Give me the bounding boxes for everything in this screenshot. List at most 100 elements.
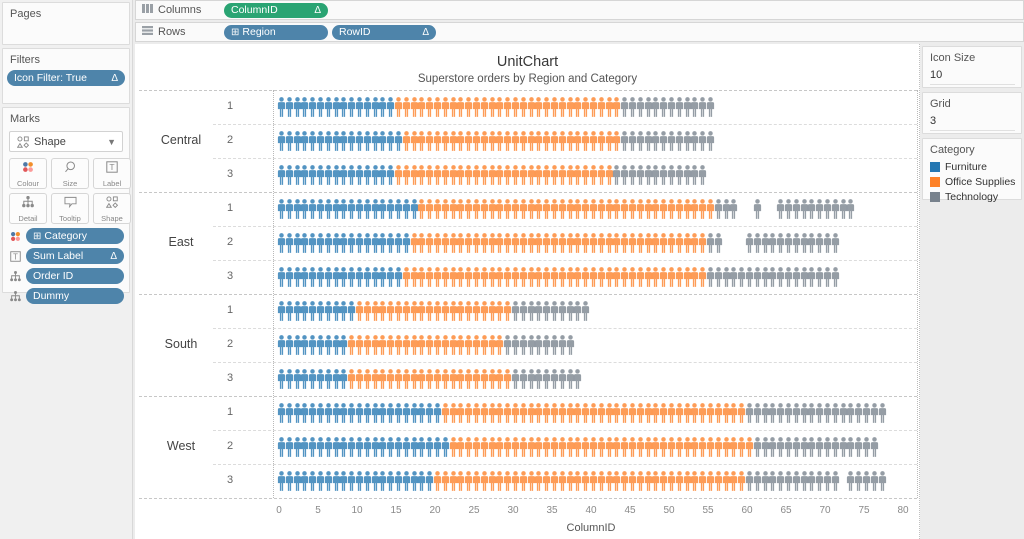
person-icon[interactable]: [511, 301, 520, 321]
person-icon[interactable]: [464, 335, 473, 355]
person-icon[interactable]: [371, 267, 380, 287]
person-icon[interactable]: [651, 97, 660, 117]
person-icon[interactable]: [706, 267, 715, 287]
person-icon[interactable]: [488, 97, 497, 117]
person-icon[interactable]: [449, 165, 458, 185]
person-icon[interactable]: [589, 233, 598, 253]
person-icon[interactable]: [706, 131, 715, 151]
person-icon[interactable]: [534, 267, 543, 287]
person-icon[interactable]: [324, 301, 333, 321]
person-icon[interactable]: [605, 471, 614, 491]
person-icon[interactable]: [761, 471, 770, 491]
person-icon[interactable]: [495, 267, 504, 287]
person-icon[interactable]: [550, 131, 559, 151]
person-icon[interactable]: [488, 335, 497, 355]
person-icon[interactable]: [566, 267, 575, 287]
person-icon[interactable]: [776, 403, 785, 423]
person-icon[interactable]: [316, 165, 325, 185]
person-icon[interactable]: [534, 131, 543, 151]
person-icon[interactable]: [558, 131, 567, 151]
person-icon[interactable]: [597, 437, 606, 457]
person-icon[interactable]: [784, 233, 793, 253]
person-icon[interactable]: [441, 199, 450, 219]
person-icon[interactable]: [729, 199, 738, 219]
person-icon[interactable]: [332, 471, 341, 491]
person-icon[interactable]: [706, 97, 715, 117]
person-icon[interactable]: [714, 437, 723, 457]
person-icon[interactable]: [293, 403, 302, 423]
person-icon[interactable]: [534, 437, 543, 457]
person-icon[interactable]: [862, 403, 871, 423]
person-icon[interactable]: [293, 165, 302, 185]
person-icon[interactable]: [363, 267, 372, 287]
person-icon[interactable]: [503, 233, 512, 253]
person-icon[interactable]: [698, 131, 707, 151]
person-icon[interactable]: [566, 233, 575, 253]
person-icon[interactable]: [363, 233, 372, 253]
person-icon[interactable]: [480, 199, 489, 219]
person-icon[interactable]: [573, 233, 582, 253]
person-icon[interactable]: [534, 403, 543, 423]
person-icon[interactable]: [433, 471, 442, 491]
person-icon[interactable]: [285, 301, 294, 321]
person-icon[interactable]: [417, 267, 426, 287]
person-icon[interactable]: [644, 471, 653, 491]
person-icon[interactable]: [472, 437, 481, 457]
person-icon[interactable]: [823, 233, 832, 253]
person-icon[interactable]: [456, 199, 465, 219]
person-icon[interactable]: [644, 131, 653, 151]
person-icon[interactable]: [745, 471, 754, 491]
person-icon[interactable]: [683, 471, 692, 491]
person-icon[interactable]: [277, 267, 286, 287]
person-icon[interactable]: [527, 335, 536, 355]
person-icon[interactable]: [839, 437, 848, 457]
person-icon[interactable]: [456, 335, 465, 355]
person-icon[interactable]: [347, 471, 356, 491]
person-icon[interactable]: [456, 471, 465, 491]
person-icon[interactable]: [573, 199, 582, 219]
person-icon[interactable]: [378, 131, 387, 151]
person-icon[interactable]: [581, 165, 590, 185]
person-icon[interactable]: [636, 471, 645, 491]
person-icon[interactable]: [636, 267, 645, 287]
person-icon[interactable]: [792, 403, 801, 423]
person-icon[interactable]: [300, 471, 309, 491]
person-icon[interactable]: [316, 267, 325, 287]
person-icon[interactable]: [558, 267, 567, 287]
person-icon[interactable]: [425, 437, 434, 457]
person-icon[interactable]: [449, 267, 458, 287]
person-icon[interactable]: [277, 369, 286, 389]
person-icon[interactable]: [410, 301, 419, 321]
person-icon[interactable]: [597, 403, 606, 423]
person-icon[interactable]: [776, 199, 785, 219]
person-icon[interactable]: [503, 301, 512, 321]
person-icon[interactable]: [300, 335, 309, 355]
person-icon[interactable]: [425, 131, 434, 151]
person-icon[interactable]: [371, 199, 380, 219]
person-icon[interactable]: [823, 267, 832, 287]
person-icon[interactable]: [293, 233, 302, 253]
person-icon[interactable]: [534, 471, 543, 491]
person-icon[interactable]: [277, 403, 286, 423]
person-icon[interactable]: [511, 335, 520, 355]
person-icon[interactable]: [472, 471, 481, 491]
person-icon[interactable]: [550, 97, 559, 117]
person-icon[interactable]: [527, 369, 536, 389]
person-icon[interactable]: [800, 437, 809, 457]
person-icon[interactable]: [628, 233, 637, 253]
person-icon[interactable]: [573, 437, 582, 457]
person-icon[interactable]: [636, 131, 645, 151]
person-icon[interactable]: [480, 437, 489, 457]
person-icon[interactable]: [417, 165, 426, 185]
person-icon[interactable]: [464, 437, 473, 457]
pill-order-id[interactable]: Order ID: [26, 268, 124, 284]
person-icon[interactable]: [683, 437, 692, 457]
person-icon[interactable]: [605, 165, 614, 185]
person-icon[interactable]: [566, 369, 575, 389]
person-icon[interactable]: [371, 403, 380, 423]
person-icon[interactable]: [823, 437, 832, 457]
person-icon[interactable]: [464, 267, 473, 287]
person-icon[interactable]: [433, 233, 442, 253]
pill-category[interactable]: ⊞ Category: [26, 228, 124, 244]
person-icon[interactable]: [332, 437, 341, 457]
